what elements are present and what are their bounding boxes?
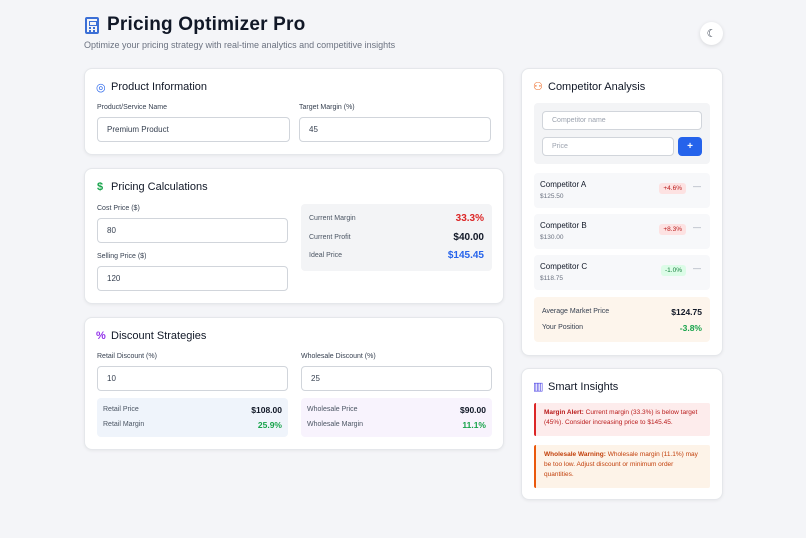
target-margin-label: Target Margin (%) <box>299 104 355 111</box>
retail-margin-value: 25.9% <box>257 420 282 430</box>
wholesale-result-box <box>301 398 492 437</box>
percent-icon: % <box>96 330 106 342</box>
plus-icon: + <box>687 141 693 152</box>
theme-toggle-button[interactable]: ☾ <box>700 22 723 45</box>
margin-alert-title: Margin Alert: <box>544 409 584 416</box>
target-icon: ◎ <box>96 82 106 94</box>
insights-title: Smart Insights <box>548 381 619 393</box>
your-position-value: -3.8% <box>679 323 702 333</box>
competitor-price: $125.50 <box>540 193 564 200</box>
competitor-price: $118.75 <box>540 275 564 282</box>
price-diff-badge: -1.0% <box>661 265 686 276</box>
ideal-price-label: Ideal Price <box>309 252 343 259</box>
cost-price-input[interactable]: 80 <box>97 218 288 243</box>
margin-alert-text: Current margin (33.3%) is below target (… <box>544 409 698 426</box>
remove-competitor-button[interactable]: — <box>693 182 701 191</box>
page-title: Pricing Optimizer Pro <box>107 14 306 35</box>
competitor-name: Competitor B <box>540 221 587 230</box>
price-diff-badge: +8.3% <box>659 224 686 235</box>
target-margin-input[interactable]: 45 <box>299 117 491 142</box>
wholesale-discount-input[interactable]: 25 <box>301 366 492 391</box>
wholesale-price-label: Wholesale Price <box>307 406 358 413</box>
avg-market-price-label: Average Market Price <box>542 308 610 315</box>
current-profit-label: Current Profit <box>309 234 351 241</box>
selling-price-label: Selling Price ($) <box>97 253 147 260</box>
dollar-icon: $ <box>97 181 104 193</box>
moon-icon: ☾ <box>706 28 717 40</box>
competitor-item: Competitor A $125.50 +4.6% — <box>534 173 710 208</box>
wholesale-warning: Wholesale Warning: Wholesale margin (11.… <box>534 445 710 488</box>
remove-competitor-button[interactable]: — <box>693 223 701 232</box>
current-margin-value: 33.3% <box>455 213 484 224</box>
retail-margin-label: Retail Margin <box>103 421 145 428</box>
current-profit-value: $40.00 <box>453 232 484 243</box>
page-subtitle: Optimize your pricing strategy with real… <box>84 40 396 50</box>
avg-market-price-value: $124.75 <box>671 307 702 317</box>
price-diff-badge: +4.6% <box>659 183 686 194</box>
ideal-price-value: $145.45 <box>447 250 484 261</box>
wholesale-margin-value: 11.1% <box>462 420 486 430</box>
wholesale-discount-label: Wholesale Discount (%) <box>301 353 376 360</box>
current-margin-label: Current Margin <box>309 215 356 222</box>
calc-results-box <box>301 204 492 271</box>
retail-result-box <box>97 398 288 437</box>
selling-price-input[interactable]: 120 <box>97 266 288 291</box>
wholesale-warning-title: Wholesale Warning: <box>544 451 606 458</box>
product-info-title: Product Information <box>111 81 207 93</box>
margin-alert: Margin Alert: Current margin (33.3%) is … <box>534 403 710 436</box>
your-position-label: Your Position <box>542 324 583 331</box>
pricing-calc-title: Pricing Calculations <box>111 181 208 193</box>
remove-competitor-button[interactable]: — <box>693 264 701 273</box>
calculator-icon <box>85 17 99 34</box>
competitor-title: Competitor Analysis <box>548 81 646 93</box>
competitor-name: Competitor A <box>540 180 587 189</box>
wholesale-price-value: $90.00 <box>460 405 486 415</box>
retail-discount-label: Retail Discount (%) <box>97 353 157 360</box>
retail-price-value: $108.00 <box>251 405 282 415</box>
wholesale-warning-text: Wholesale margin (11.1%) may be too low.… <box>544 451 698 478</box>
competitor-item: Competitor C $118.75 -1.0% — <box>534 255 710 290</box>
competitor-item: Competitor B $130.00 +8.3% — <box>534 214 710 249</box>
discount-title: Discount Strategies <box>111 330 207 342</box>
product-name-label: Product/Service Name <box>97 104 168 111</box>
cost-price-label: Cost Price ($) <box>97 205 140 212</box>
market-summary-box <box>534 297 710 342</box>
competitor-price-input[interactable]: Price <box>542 137 674 156</box>
wholesale-margin-label: Wholesale Margin <box>307 421 364 428</box>
retail-price-label: Retail Price <box>103 406 139 413</box>
competitor-name: Competitor C <box>540 262 588 271</box>
product-name-input[interactable]: Premium Product <box>97 117 290 142</box>
bar-chart-icon: ▥ <box>533 381 544 393</box>
users-icon: ⚇ <box>533 81 543 93</box>
competitor-name-input[interactable]: Competitor name <box>542 111 702 130</box>
competitor-price: $130.00 <box>540 234 564 241</box>
retail-discount-input[interactable]: 10 <box>97 366 288 391</box>
add-competitor-button[interactable]: + <box>678 137 702 156</box>
